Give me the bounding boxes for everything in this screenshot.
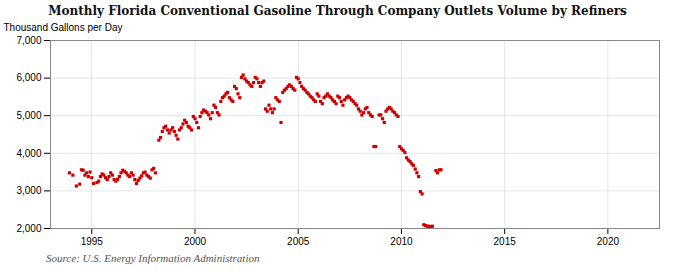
svg-text:5,000: 5,000 — [16, 110, 41, 121]
svg-text:4,000: 4,000 — [16, 148, 41, 159]
svg-text:2,000: 2,000 — [16, 223, 41, 234]
svg-text:2020: 2020 — [597, 236, 620, 247]
svg-text:2010: 2010 — [390, 236, 413, 247]
svg-text:2015: 2015 — [494, 236, 517, 247]
svg-text:7,000: 7,000 — [16, 35, 41, 46]
svg-text:1995: 1995 — [81, 236, 104, 247]
svg-text:6,000: 6,000 — [16, 72, 41, 83]
svg-text:3,000: 3,000 — [16, 185, 41, 196]
svg-text:Thousand Gallons per Day: Thousand Gallons per Day — [4, 22, 123, 33]
svg-text:2005: 2005 — [287, 236, 310, 247]
html-text:Source: U.S. Energy Informatio: Source: U.S. Energy Information Administ… — [46, 252, 260, 264]
svg-text:2000: 2000 — [184, 236, 207, 247]
html-text:Monthly Florida Conventional G: Monthly Florida Conventional Gasoline Th… — [48, 4, 627, 18]
